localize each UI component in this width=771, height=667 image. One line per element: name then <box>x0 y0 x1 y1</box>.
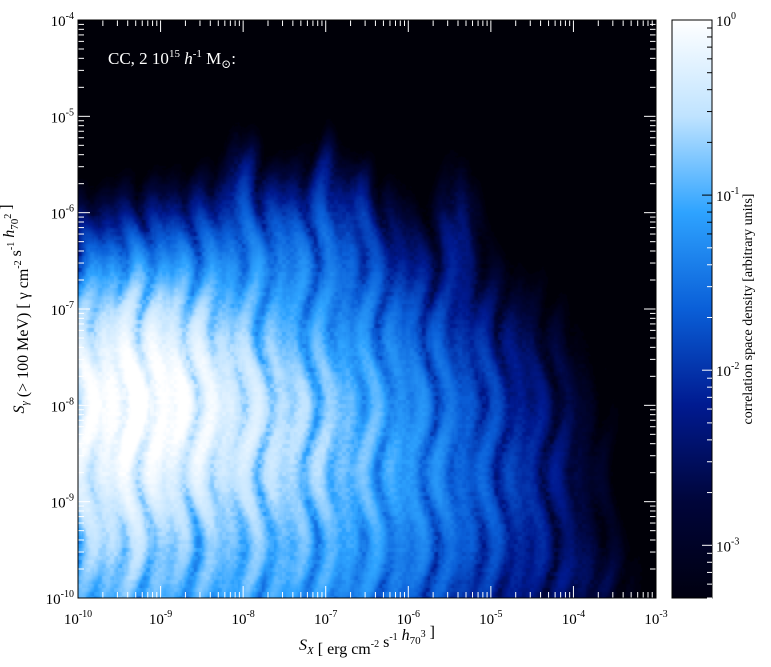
annotation-text: CC, 2 10 <box>108 49 169 68</box>
label-part-2: (> 100 MeV) [ γ cm <box>15 268 32 401</box>
colorbar-tick-label-exp: -2 <box>731 361 739 372</box>
label-part-9: ] <box>426 624 435 641</box>
y-tick-label-base: 10 <box>51 207 66 223</box>
annotation-sun-symbol: ⊙ <box>221 57 231 71</box>
x-tick-label-exp: -9 <box>164 609 172 620</box>
label-part-8: 2 <box>3 214 14 219</box>
density-map-container <box>78 20 656 598</box>
y-tick-label-exp: -8 <box>66 396 74 407</box>
colorbar-tick-label: 10-2 <box>716 361 739 380</box>
label-part-6: h <box>398 627 410 644</box>
label-part-7: 70 <box>410 635 422 647</box>
label-part-2: [ erg cm <box>314 641 372 658</box>
y-tick-label-base: 10 <box>51 14 66 30</box>
y-tick-label: 10-4 <box>51 11 74 30</box>
colorbar-tick-label: 10-3 <box>716 536 739 555</box>
plot-ticks <box>77 19 657 599</box>
x-tick-label: 10-10 <box>64 609 92 628</box>
colorbar-tick-label-exp: -1 <box>731 186 739 197</box>
label-part-0: S <box>299 637 307 654</box>
colorbar-label: correlation space density [arbitrary uni… <box>741 194 756 425</box>
annotation-h: h <box>180 49 193 68</box>
x-tick-label-exp: -10 <box>79 609 92 620</box>
colorbar-tick-label: 10-1 <box>716 186 739 205</box>
y-tick-label-base: 10 <box>51 399 66 415</box>
x-tick-label: 10-3 <box>644 609 667 628</box>
y-tick-label-base: 10 <box>51 110 66 126</box>
x-tick-label-exp: -7 <box>329 609 337 620</box>
label-part-3: -2 <box>371 639 379 650</box>
y-tick-label-exp: -7 <box>66 300 74 311</box>
label-part-1: X <box>306 645 315 657</box>
y-tick-label-exp: -4 <box>66 11 74 22</box>
x-tick-label-exp: -8 <box>246 609 254 620</box>
x-tick-label-base: 10 <box>562 612 577 628</box>
plot-annotation: CC, 2 1015 h-1 M⊙: <box>108 48 236 71</box>
x-tick-label-exp: -3 <box>659 609 667 620</box>
label-part-8: 3 <box>421 629 426 640</box>
label-part-1: γ <box>19 401 31 406</box>
y-tick-label-base: 10 <box>46 592 61 608</box>
annotation-colon: : <box>231 49 236 68</box>
label-part-6: h <box>1 230 18 242</box>
label-part-5: -1 <box>389 632 397 643</box>
label-part-3: -2 <box>13 260 24 268</box>
x-tick-label-base: 10 <box>397 612 412 628</box>
x-tick-label-base: 10 <box>149 612 164 628</box>
x-tick-label: 10-4 <box>562 609 585 628</box>
x-axis-label: SX [ erg cm-2 s-1 h703 ] <box>299 624 435 658</box>
annotation-sup-minus1: -1 <box>193 48 202 60</box>
x-tick-label-exp: -6 <box>412 609 420 620</box>
colorbar-tick-label-base: 10 <box>716 539 731 555</box>
x-tick-label-base: 10 <box>644 612 659 628</box>
x-tick-label-base: 10 <box>314 612 329 628</box>
x-tick-label-base: 10 <box>64 612 79 628</box>
y-tick-label-exp: -5 <box>66 107 74 118</box>
x-tick-label-base: 10 <box>231 612 246 628</box>
colorbar-tick-label-exp: 0 <box>731 11 736 22</box>
colorbar-tick-label-base: 10 <box>716 189 731 205</box>
y-tick-label-exp: -6 <box>66 204 74 215</box>
x-tick-labels: 10-10 10-9 10-8 10-7 10-6 10-5 10-4 10-3 <box>64 609 668 628</box>
colorbar-tick-label-base: 10 <box>716 14 731 30</box>
label-part-9: ] <box>0 204 15 213</box>
y-axis-label: Sγ (> 100 MeV) [ γ cm-2 s-1 h702 ] <box>0 204 32 413</box>
y-tick-label: 10-9 <box>51 493 74 512</box>
x-tick-label: 10-6 <box>397 609 420 628</box>
x-tick-label: 10-8 <box>231 609 254 628</box>
colorbar-tick-label: 100 <box>716 11 736 30</box>
plot-frame <box>77 19 657 599</box>
y-tick-label: 10-7 <box>51 300 74 319</box>
colorbar <box>671 19 713 599</box>
colorbar-tick-label-exp: -3 <box>731 536 739 547</box>
y-tick-label: 10-5 <box>51 107 74 126</box>
label-part-4: s <box>379 634 389 651</box>
label-part-7: 70 <box>9 218 21 230</box>
label-part-0: S <box>11 406 28 414</box>
x-tick-label: 10-5 <box>479 609 502 628</box>
y-tick-label: 10-8 <box>51 396 74 415</box>
y-tick-label: 10-6 <box>51 204 74 223</box>
x-tick-label: 10-9 <box>149 609 172 628</box>
density-heatmap <box>78 20 656 598</box>
x-tick-label-exp: -4 <box>577 609 585 620</box>
y-tick-label-exp: -10 <box>61 589 74 600</box>
y-tick-label-exp: -9 <box>66 493 74 504</box>
annotation-msun: M <box>202 49 221 68</box>
label-part-4: s <box>8 250 25 260</box>
y-tick-label-base: 10 <box>51 303 66 319</box>
y-tick-label: 10-10 <box>46 589 74 608</box>
y-tick-label-base: 10 <box>51 496 66 512</box>
x-tick-label-base: 10 <box>479 612 494 628</box>
label-part-5: -1 <box>6 242 17 250</box>
annotation-sup-15: 15 <box>169 48 181 60</box>
colorbar-tick-label-base: 10 <box>716 364 731 380</box>
x-tick-label: 10-7 <box>314 609 337 628</box>
x-tick-label-exp: -5 <box>494 609 502 620</box>
